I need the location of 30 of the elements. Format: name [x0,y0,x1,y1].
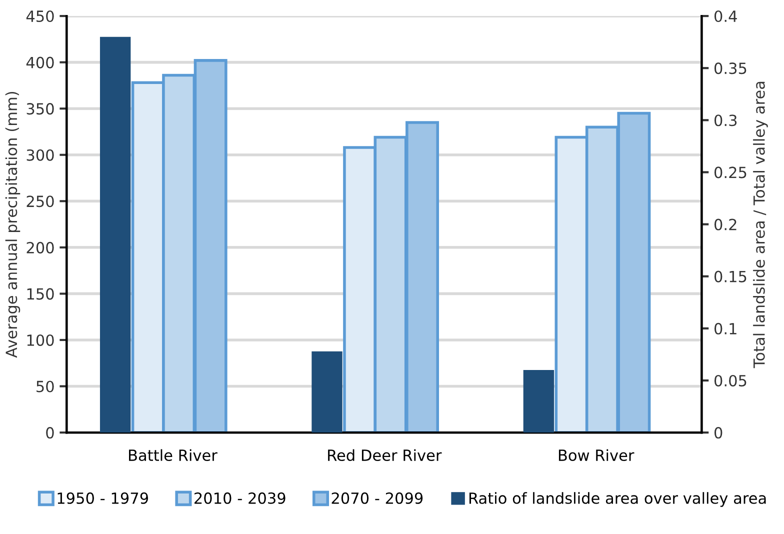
y-tick-label: 50 [36,380,54,392]
y2-axis-title: Total landslide area / Total valley area [753,82,768,368]
y2-tick-label: 0.3 [714,114,737,126]
y-tick-label: 0 [46,427,54,439]
legend-label: Ratio of landslide area over valley area [469,492,766,507]
legend-label: 2070 - 2099 [332,492,423,504]
y-tick-label: 350 [26,103,54,115]
y2-tick-label: 0.25 [714,166,746,178]
y2-tick-label: 0.1 [714,322,736,334]
y2-tick-label: 0 [714,427,722,439]
y-tick-label: 100 [27,334,54,346]
y-axis-title: Average annual precipitation (mm) [5,92,20,358]
x-tick-label: Battle River [129,449,218,462]
x-tick-label: Bow River [558,449,634,462]
y2-tick-label: 0.2 [714,218,736,230]
y-tick-label: 250 [26,196,54,208]
bar [312,351,342,433]
y2-tick-label: 0.15 [714,270,746,282]
y2-tick-label: 0.05 [714,374,746,386]
x-tick-label: Red Deer River [328,449,442,462]
y2-tick-label: 0.35 [714,62,746,74]
legend-label: 1950 - 1979 [58,492,148,504]
bar [523,370,554,433]
y-tick-label: 400 [26,56,54,68]
legend-label: 2010 - 2039 [194,492,286,504]
y-tick-label: 150 [27,288,54,300]
y-tick-label: 200 [26,242,54,254]
y-tick-label: 300 [26,149,54,161]
y-tick-label: 450 [26,10,54,22]
y2-tick-label: 0.4 [714,10,737,22]
